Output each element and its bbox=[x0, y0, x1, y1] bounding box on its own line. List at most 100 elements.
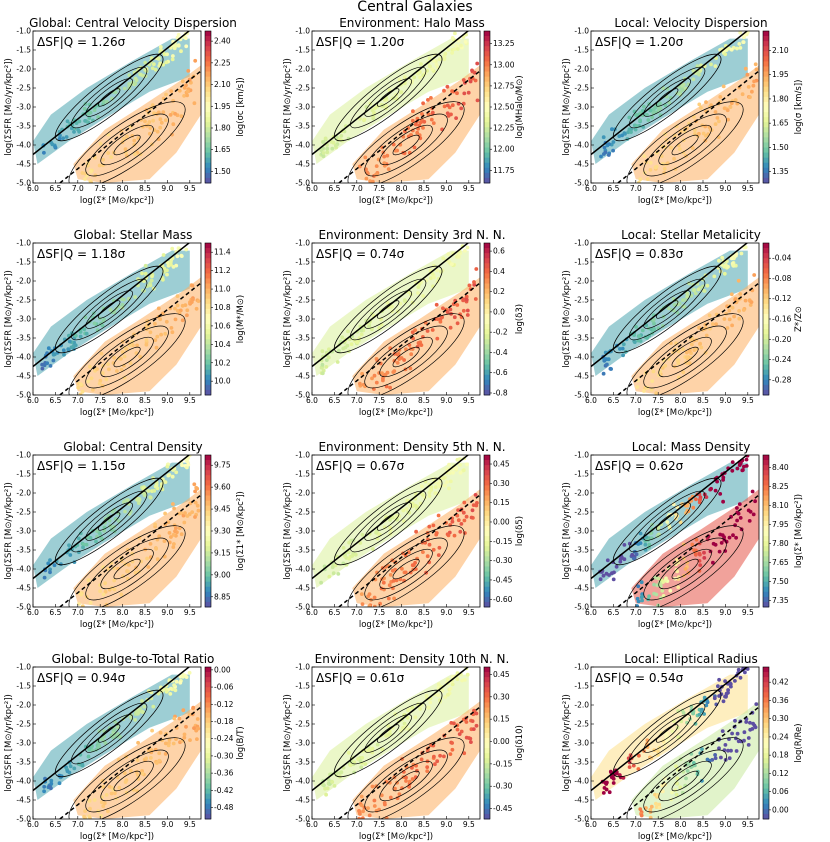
scatter-point bbox=[162, 266, 167, 271]
colorbar-label: log(B/T) bbox=[236, 726, 246, 759]
scatter-point bbox=[154, 345, 159, 350]
plot-area bbox=[33, 31, 201, 183]
colorbar-tick-label: 1.80 bbox=[214, 123, 231, 132]
scatter-point bbox=[89, 180, 94, 183]
panel-title: Environment: Density 3rd N. N. bbox=[318, 228, 505, 242]
scatter-point bbox=[410, 330, 415, 335]
x-tick-label: 6.5 bbox=[607, 396, 619, 405]
scatter-point bbox=[744, 457, 749, 462]
scatter-point bbox=[348, 763, 353, 768]
scatter-point bbox=[123, 780, 128, 784]
y-tick-label: -1.0 bbox=[295, 27, 310, 36]
colorbar-segment bbox=[205, 354, 211, 360]
scatter-point bbox=[84, 542, 89, 547]
colorbar-tick-label: 0.12 bbox=[772, 769, 789, 778]
plot-area bbox=[312, 243, 480, 395]
colorbar-segment bbox=[763, 152, 769, 159]
q-contour bbox=[68, 525, 186, 607]
y-tick-label: -3.0 bbox=[295, 527, 310, 536]
chart-panel: 6.0 6.5 7.0 7.5 8.0 8.5 9.0 9.5-1.0-1.5-2.0-2.5… bbox=[4, 652, 246, 842]
scatter-point bbox=[675, 91, 680, 96]
scatter-point bbox=[51, 358, 56, 363]
density-contours bbox=[612, 53, 744, 183]
colorbar-segment bbox=[484, 177, 490, 184]
separation-line bbox=[59, 282, 201, 395]
scatter-points bbox=[598, 455, 757, 607]
scatter-point bbox=[461, 468, 466, 473]
colorbar-segment bbox=[484, 117, 490, 123]
scatter-point bbox=[168, 686, 173, 691]
scatter-point bbox=[621, 353, 625, 358]
colorbar-segment bbox=[205, 107, 211, 113]
x-tick-label: 6.0 bbox=[27, 396, 39, 405]
scatter-point bbox=[163, 331, 168, 336]
q-contour bbox=[85, 325, 169, 389]
x-tick-label: 7.0 bbox=[351, 820, 363, 829]
scatter-point bbox=[618, 559, 623, 564]
colorbar-segment bbox=[205, 692, 211, 698]
scatter-point bbox=[680, 88, 685, 92]
scatter-point bbox=[86, 578, 91, 583]
scatter-point bbox=[427, 64, 432, 69]
scatter-point bbox=[100, 537, 105, 542]
scatter-point bbox=[721, 699, 726, 704]
colorbar-segment bbox=[763, 112, 769, 118]
scatter-point bbox=[697, 569, 702, 573]
scatter-point bbox=[713, 756, 718, 761]
scatter-point bbox=[57, 136, 62, 141]
colorbar-segment bbox=[205, 177, 211, 184]
scatter-point bbox=[82, 327, 87, 332]
scatter-point bbox=[176, 43, 181, 48]
scatter-point bbox=[324, 365, 329, 369]
scatter-point bbox=[52, 563, 57, 568]
colorbar-segment bbox=[763, 677, 769, 683]
colorbar-segment bbox=[205, 551, 211, 557]
scatter-point bbox=[165, 464, 170, 469]
scatter-point bbox=[112, 355, 117, 360]
scatter-point bbox=[687, 121, 691, 126]
scatter-point bbox=[655, 583, 660, 588]
scatter-point bbox=[733, 718, 737, 723]
scatter-point bbox=[136, 740, 141, 745]
panel-title: Global: Central Density bbox=[63, 440, 202, 454]
colorbar-tick-label: 13.00 bbox=[493, 60, 515, 69]
scatter-point bbox=[458, 463, 462, 467]
scatter-point bbox=[475, 501, 479, 505]
y-tick-label: -1.5 bbox=[295, 470, 310, 479]
colorbar-segment bbox=[763, 596, 769, 603]
colorbar-segment bbox=[763, 253, 769, 259]
colorbar-tick-label: 12.00 bbox=[493, 145, 515, 154]
colorbar-tick-label: 1.65 bbox=[772, 119, 789, 128]
colorbar-tick-label: -0.36 bbox=[214, 769, 234, 778]
scatter-point bbox=[171, 265, 176, 269]
scatter-point bbox=[150, 728, 155, 733]
scatter-point bbox=[717, 677, 721, 682]
scatter-point bbox=[401, 508, 406, 513]
scatter-point bbox=[381, 376, 385, 381]
x-tick-label: 9.0 bbox=[161, 396, 173, 405]
delta-annotation: ΔSF|Q = 0.54σ bbox=[595, 671, 684, 685]
colorbar-segment bbox=[484, 101, 490, 108]
sf-contour bbox=[655, 88, 679, 107]
scatter-point bbox=[656, 576, 660, 581]
scatter-point bbox=[405, 715, 410, 720]
scatter-point bbox=[753, 725, 758, 730]
scatter-point bbox=[81, 545, 85, 550]
sf-contour bbox=[629, 490, 706, 553]
y-tick-label: -3.5 bbox=[16, 546, 31, 555]
y-tick-label: -3.5 bbox=[574, 546, 589, 555]
scatter-point bbox=[52, 352, 57, 357]
scatter-point bbox=[324, 358, 329, 362]
scatter-point bbox=[136, 136, 141, 141]
scatter-point bbox=[184, 458, 189, 463]
scatter-point bbox=[665, 86, 670, 91]
scatter-point bbox=[88, 110, 93, 115]
delta-annotation: ΔSF|Q = 0.62σ bbox=[595, 459, 684, 473]
separation-line bbox=[338, 282, 480, 395]
colorbar-tick-label: 8.85 bbox=[214, 592, 231, 601]
colorbar-segment bbox=[763, 243, 769, 249]
scatter-point bbox=[743, 298, 748, 303]
colorbar-segment bbox=[484, 470, 490, 476]
colorbar-segment bbox=[763, 712, 769, 719]
colorbar-segment bbox=[484, 667, 490, 673]
